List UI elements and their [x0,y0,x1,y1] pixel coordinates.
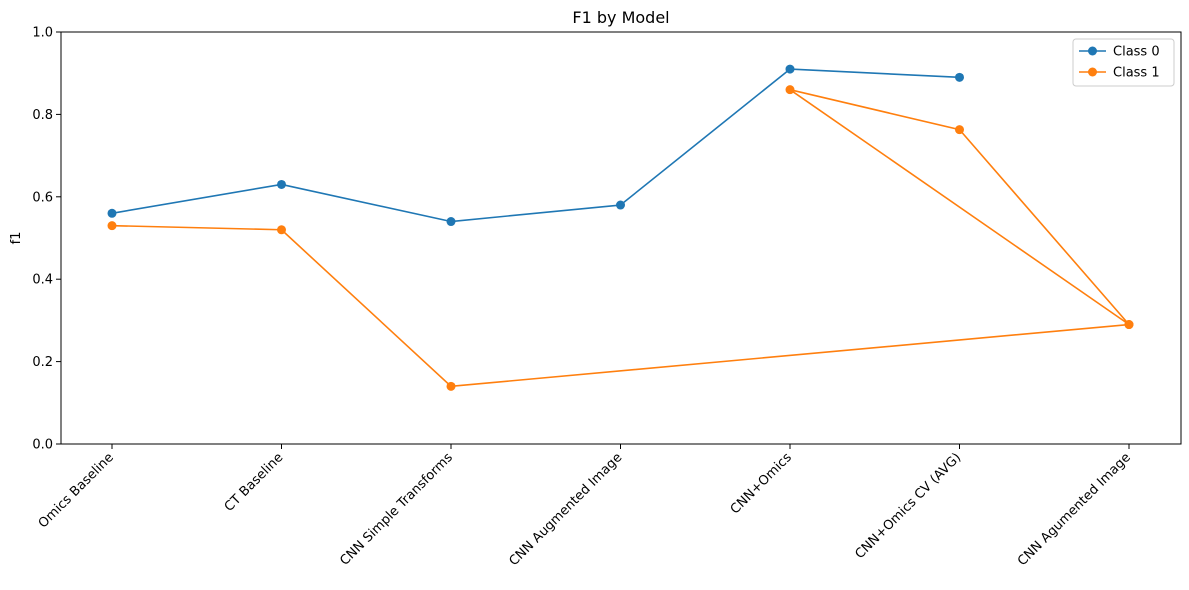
x-tick-label: CNN Augmented Image [506,450,625,569]
data-point-class-1 [446,381,456,391]
series-layer [107,64,1134,391]
y-axis-ticks: 0.0 0.2 0.4 0.6 0.8 1.0 [32,26,61,453]
series-line-class-0 [111,68,960,223]
data-point-class-1 [107,221,117,231]
y-tick-label: 0.8 [32,108,53,123]
data-point-class-1 [1124,320,1134,330]
x-tick-label: CNN Agumented Image [1015,450,1134,569]
legend-swatch-marker [1088,46,1097,56]
y-tick-label: 1.0 [32,26,53,41]
data-point-class-1 [955,125,964,135]
data-point-class-1 [277,225,286,235]
x-tick-label: CNN+Omics [728,450,795,517]
data-point-class-0 [616,200,625,210]
y-axis-label: f1 [9,232,24,245]
x-axis-ticks: Omics Baseline CT Baseline CNN Simple Tran… [36,444,1134,569]
x-tick-label: CNN+Omics CV (AVG) [852,450,964,562]
y-tick-label: 0.4 [32,273,53,288]
legend-swatch-marker [1088,67,1097,77]
data-point-class-0 [446,217,456,227]
plot-frame [60,31,1182,445]
y-tick-label: 0.0 [32,438,53,453]
data-point-class-1 [785,85,795,95]
data-point-class-0 [955,72,964,82]
chart-title: F1 by Model [572,8,669,27]
data-point-class-0 [107,208,117,218]
legend-label: Class 0 [1113,45,1160,60]
y-tick-label: 0.2 [32,355,53,370]
x-tick-label: Omics Baseline [36,450,117,531]
legend-label: Class 1 [1113,66,1160,81]
y-tick-label: 0.6 [32,190,53,205]
x-tick-label: CT Baseline [222,450,287,515]
data-point-class-0 [785,64,795,74]
legend: Class 0 Class 1 [1072,38,1175,87]
x-tick-label: CNN Simple Transforms [337,450,456,569]
data-point-class-0 [277,179,286,189]
series-line-class-1 [111,88,1130,388]
